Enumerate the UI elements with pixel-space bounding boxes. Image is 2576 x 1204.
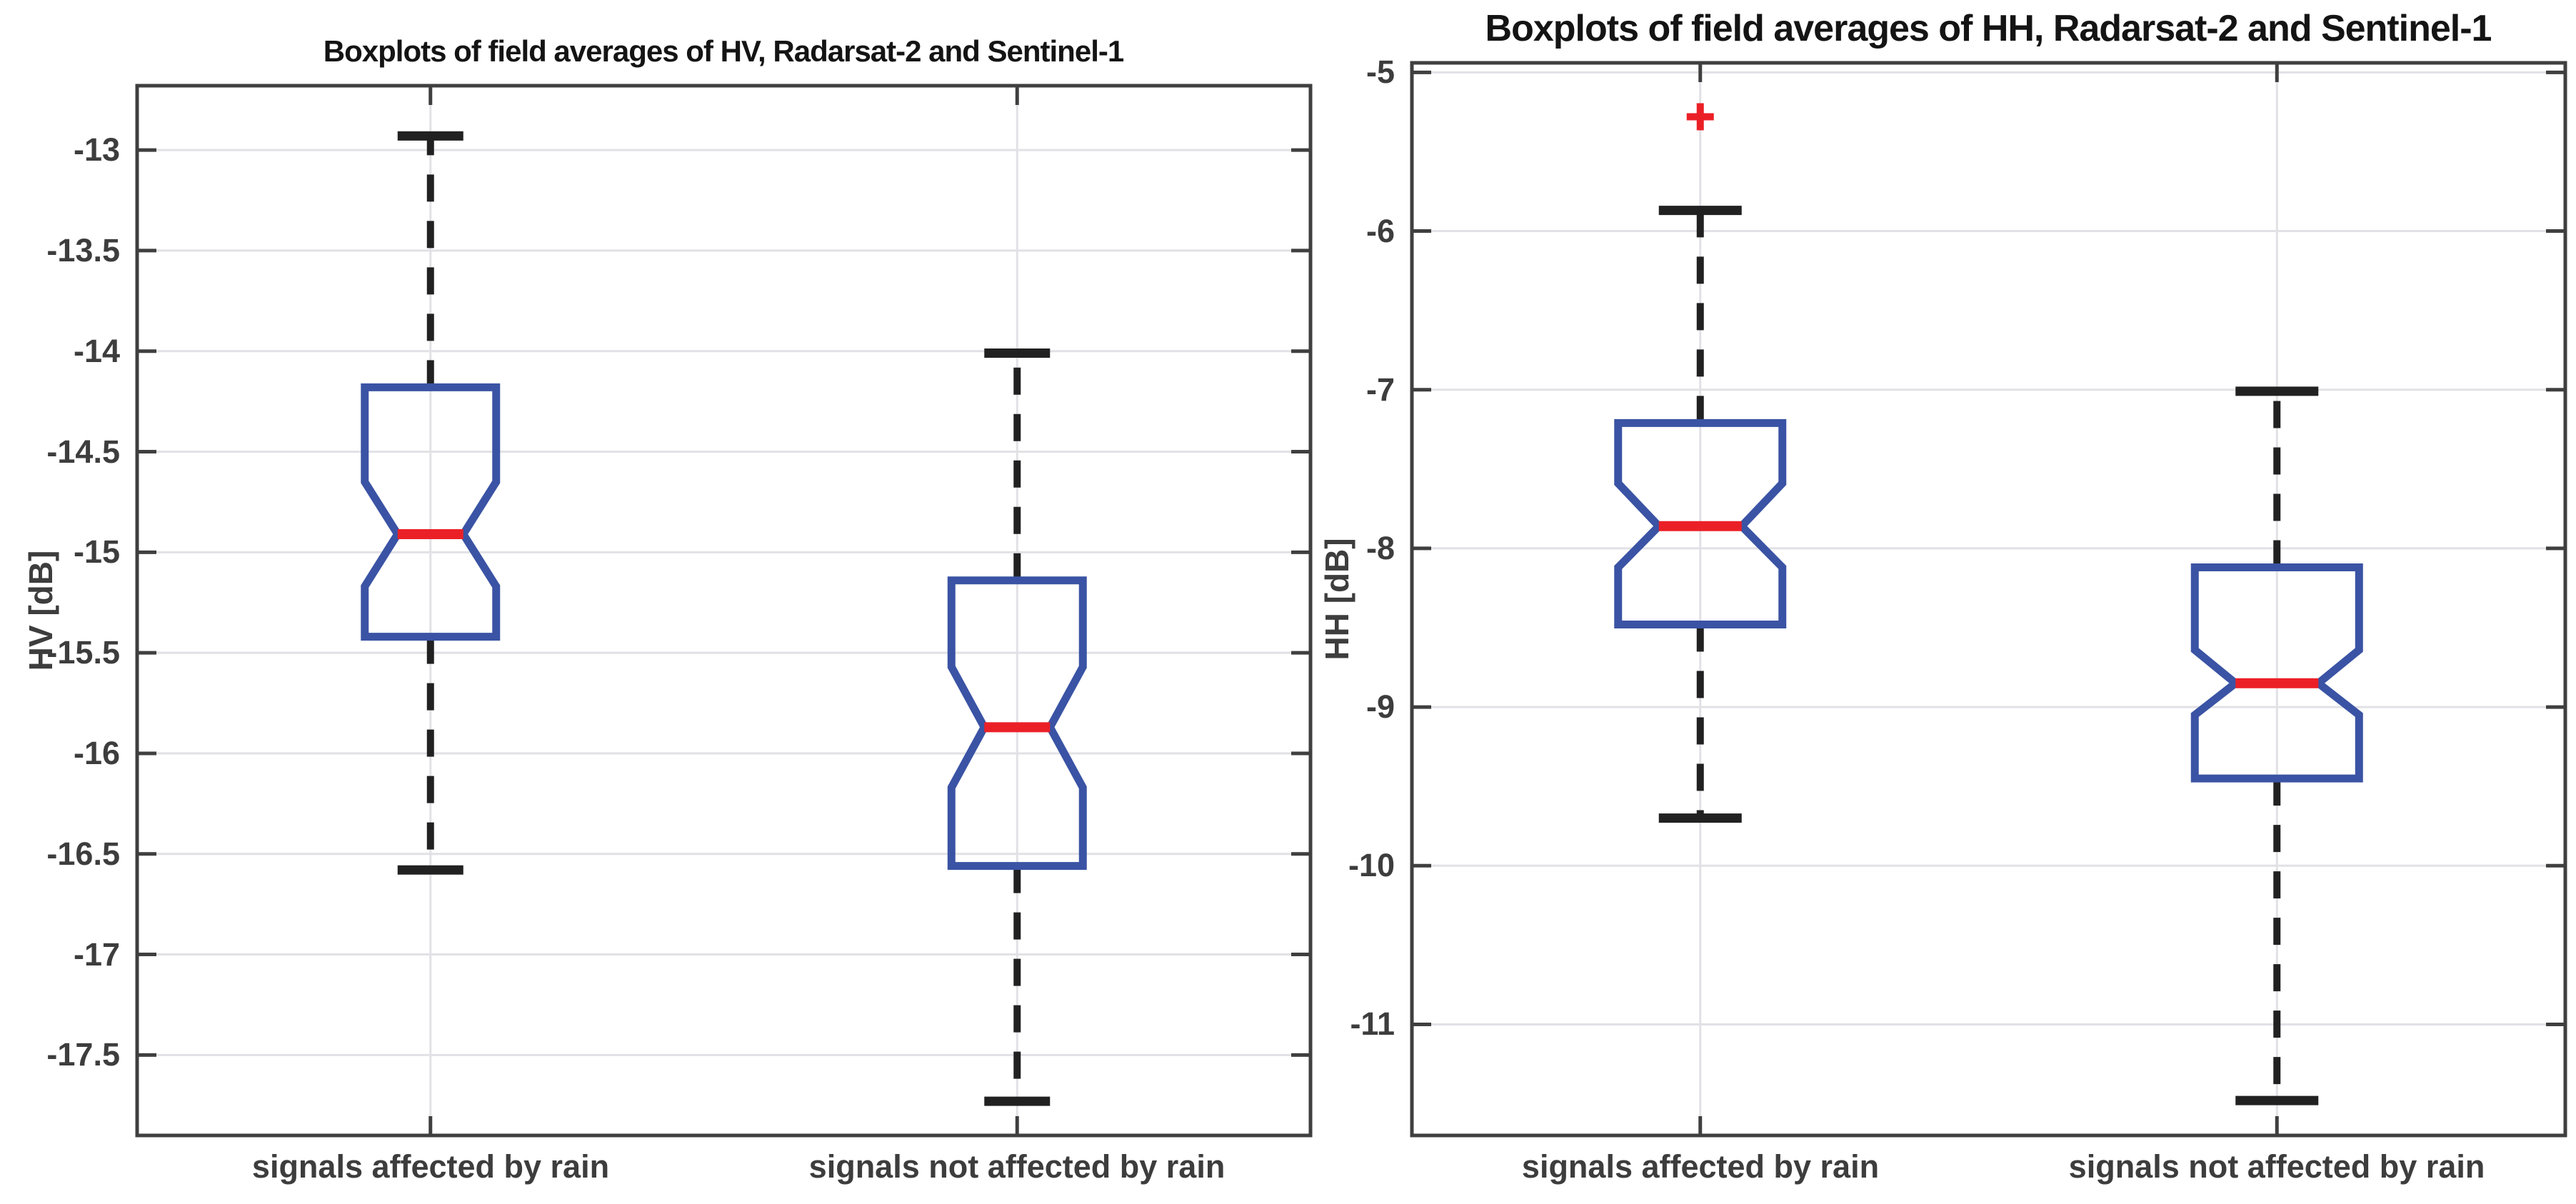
hv-ytick-label: -17.5: [46, 1036, 120, 1073]
hv-ytick-label: -16.5: [46, 835, 120, 872]
hh-ytick-label: -6: [1365, 212, 1395, 249]
hh-ytick-label: -7: [1365, 371, 1395, 408]
hv-box-outline: [361, 383, 501, 641]
hv-ytick-label: -14.5: [46, 433, 120, 470]
hv-box-outline: [947, 576, 1087, 871]
hh-ytick-label: -5: [1365, 54, 1395, 91]
hh-category-label-affected: signals affected by rain: [1521, 1148, 1880, 1185]
hv-ytick-label: -17: [73, 935, 120, 973]
hv-ytick-label: -15: [73, 533, 120, 571]
hh-ytick-label: -10: [1348, 847, 1395, 884]
hv-ytick-label: -13: [73, 131, 120, 169]
hv-plot-title: Boxplots of field averages of HV, Radars…: [323, 34, 1124, 68]
hv-ytick-label: -16: [73, 734, 120, 771]
hh-ytick-label: -8: [1365, 529, 1395, 566]
hv-category-label-affected: signals affected by rain: [251, 1148, 610, 1185]
hv-ytick-label: -15.5: [46, 634, 120, 671]
hv-ytick-label: -13.5: [46, 231, 120, 269]
hv-category-label-not-affected: signals not affected by rain: [808, 1148, 1226, 1185]
hh-box-outline: [1614, 418, 1787, 629]
hv-axes-frame: [135, 84, 1313, 1138]
hh-ytick-label: -9: [1365, 688, 1395, 726]
hv-ytick-label: -14: [73, 332, 120, 369]
hh-box-outline: [2190, 563, 2363, 783]
hh-ytick-label: -11: [1350, 1005, 1395, 1043]
hh-category-label-not-affected: signals not affected by rain: [2068, 1148, 2485, 1185]
hh-plot-title: Boxplots of field averages of HH, Radars…: [1485, 8, 2492, 49]
hh-axes-frame: [1410, 61, 2567, 1138]
